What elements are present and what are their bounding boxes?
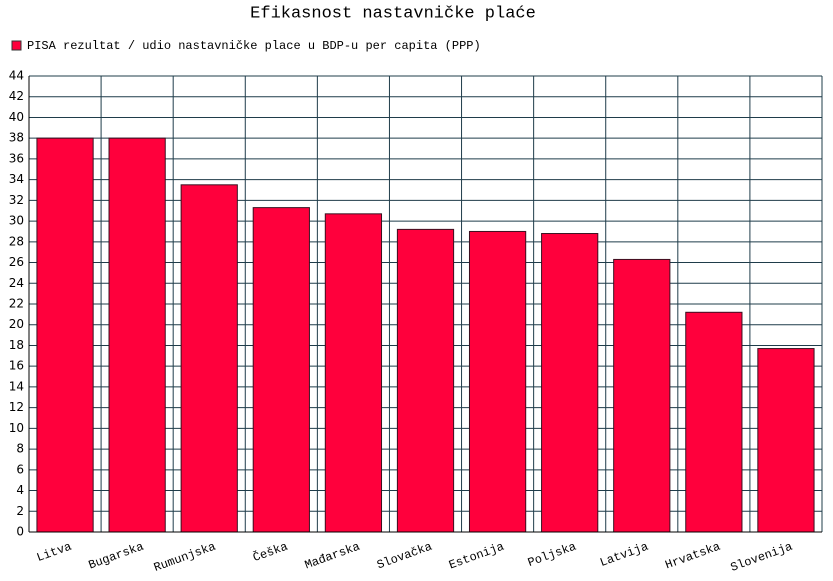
y-tick-label: 40 [9,110,24,124]
bar [324,213,383,533]
y-tick-label: 8 [16,442,24,456]
y-tick-label: 20 [9,317,24,331]
y-tick-label: 36 [9,151,24,165]
y-tick-label: 42 [9,89,24,103]
bar [180,184,238,533]
y-tick-label: 4 [16,483,24,497]
x-tick-label: Poljska [526,540,578,570]
x-tick-label: Mađarska [303,540,362,573]
bar [541,233,599,533]
legend-swatch [11,40,22,51]
bar [613,258,671,533]
y-tick-label: 44 [9,69,24,83]
y-tick-label: 14 [9,379,24,393]
legend-label: PISA rezultat / udio nastavničke place u… [27,39,481,53]
y-tick-label: 22 [9,297,24,311]
y-tick-label: 38 [9,131,24,145]
x-tick-label: Češka [251,539,290,565]
y-tick-label: 12 [9,400,24,414]
x-tick-label: Slovačka [375,540,434,573]
y-tick-label: 34 [9,172,24,186]
y-tick-label: 28 [9,234,24,248]
bar [252,207,310,533]
bar [468,230,527,533]
x-tick-label: Slovenija [729,540,795,575]
y-tick-label: 30 [9,214,24,228]
bar [396,228,455,533]
x-tick-label: Latvija [598,540,650,570]
y-tick-label: 32 [9,193,24,207]
x-tick-label: Bugarska [87,540,146,573]
y-tick-label: 24 [9,276,24,290]
y-tick-label: 16 [9,359,24,373]
bar [685,311,743,533]
y-tick-label: 0 [16,525,24,539]
bar [108,137,166,533]
y-tick-label: 6 [16,462,24,476]
bar [757,348,815,533]
chart-title: Efikasnost nastavničke plaće [250,4,536,23]
y-tick-label: 26 [9,255,24,269]
x-tick-label: Hrvatska [663,540,722,573]
y-tick-label: 2 [16,504,24,518]
x-tick-label: Rumunjska [152,540,218,575]
x-tick-label: Estonija [447,540,506,573]
bar [36,137,94,533]
x-tick-label: Litva [35,540,74,565]
y-tick-label: 18 [9,338,24,352]
y-tick-label: 10 [9,421,24,435]
